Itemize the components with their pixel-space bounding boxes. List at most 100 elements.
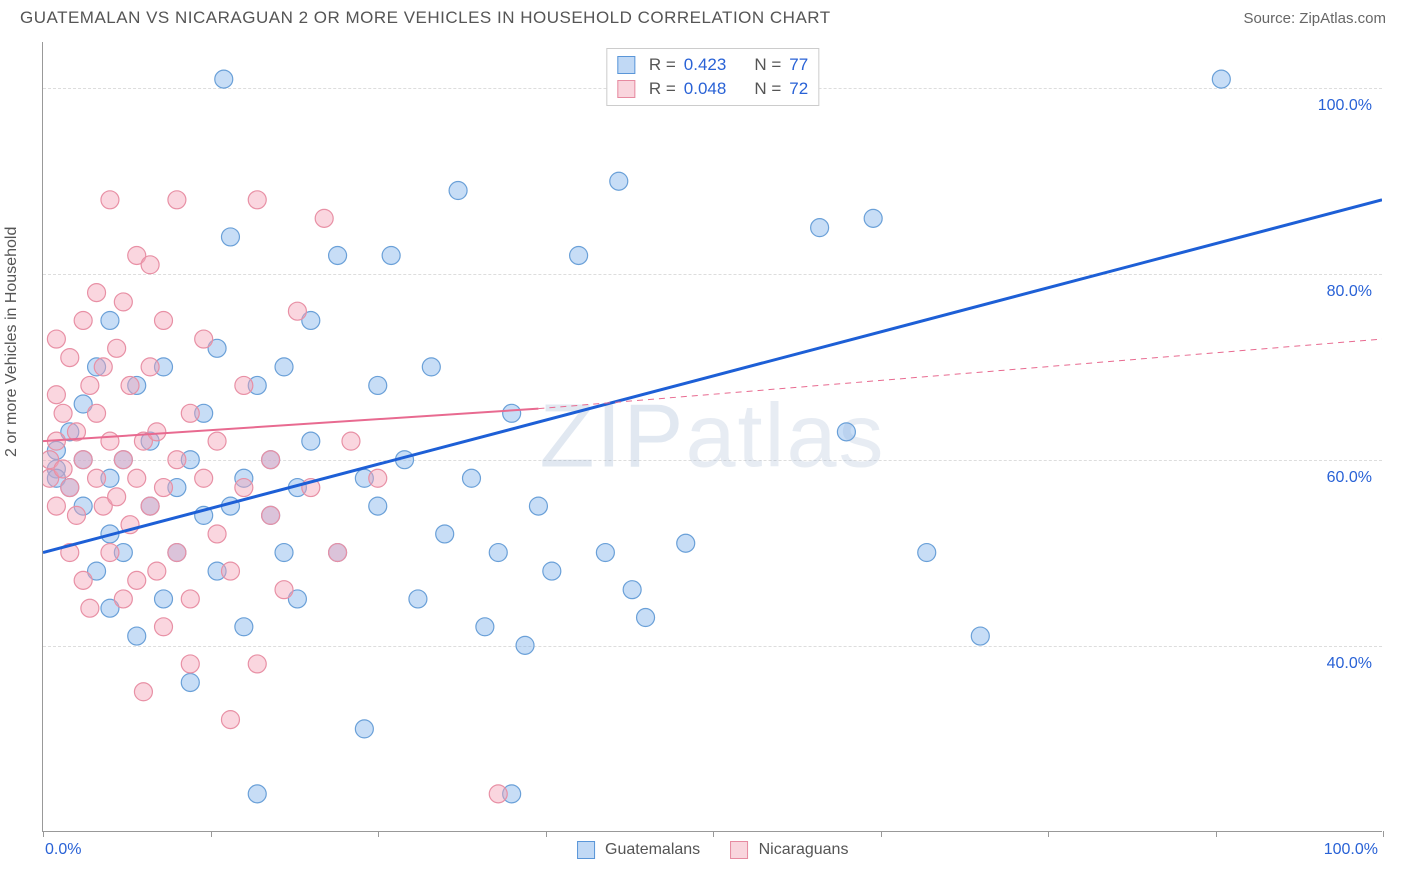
data-point [476, 618, 494, 636]
legend-stats: R = 0.423 N = 77 R = 0.048 N = 72 [606, 48, 819, 106]
data-point [74, 571, 92, 589]
data-point [529, 497, 547, 515]
swatch-pink [730, 841, 748, 859]
data-point [422, 358, 440, 376]
data-point [409, 590, 427, 608]
data-point [114, 293, 132, 311]
data-point [489, 785, 507, 803]
y-axis-label: 2 or more Vehicles in Household [3, 227, 21, 457]
data-point [248, 785, 266, 803]
data-point [114, 451, 132, 469]
data-point [971, 627, 989, 645]
data-point [369, 497, 387, 515]
x-tick-label: 0.0% [45, 841, 81, 859]
swatch-blue [577, 841, 595, 859]
data-point [837, 423, 855, 441]
data-point [88, 404, 106, 422]
data-point [141, 256, 159, 274]
data-point [114, 590, 132, 608]
data-point [168, 191, 186, 209]
data-point [462, 469, 480, 487]
legend-item: Guatemalans [577, 841, 701, 859]
data-point [864, 209, 882, 227]
data-point [54, 460, 72, 478]
x-tick-label: 100.0% [1324, 841, 1378, 859]
data-point [436, 525, 454, 543]
data-point [128, 571, 146, 589]
data-point [148, 423, 166, 441]
data-point [128, 469, 146, 487]
data-point [81, 376, 99, 394]
data-point [355, 720, 373, 738]
trend-line [43, 409, 538, 441]
data-point [155, 479, 173, 497]
plot-area: ZIPatlas R = 0.423 N = 77 R = 0.048 N = … [42, 42, 1382, 832]
swatch-blue [617, 56, 635, 74]
data-point [47, 497, 65, 515]
data-point [248, 655, 266, 673]
data-point [262, 506, 280, 524]
trend-line [538, 339, 1382, 409]
data-point [449, 182, 467, 200]
data-point [134, 683, 152, 701]
legend-series: Guatemalans Nicaraguans [577, 841, 849, 859]
data-point [248, 191, 266, 209]
data-point [677, 534, 695, 552]
data-point [101, 311, 119, 329]
data-point [101, 432, 119, 450]
data-point [181, 673, 199, 691]
data-point [302, 432, 320, 450]
data-point [610, 172, 628, 190]
data-point [369, 376, 387, 394]
data-point [101, 544, 119, 562]
data-point [74, 451, 92, 469]
data-point [382, 247, 400, 265]
data-point [811, 219, 829, 237]
legend-stats-row: R = 0.048 N = 72 [617, 77, 808, 101]
chart-title: GUATEMALAN VS NICARAGUAN 2 OR MORE VEHIC… [20, 8, 831, 28]
data-point [235, 376, 253, 394]
data-point [181, 655, 199, 673]
data-point [637, 609, 655, 627]
legend-stats-row: R = 0.423 N = 77 [617, 53, 808, 77]
data-point [148, 562, 166, 580]
data-point [141, 497, 159, 515]
data-point [1212, 70, 1230, 88]
data-point [369, 469, 387, 487]
data-point [221, 562, 239, 580]
source-label: Source: ZipAtlas.com [1243, 10, 1386, 27]
data-point [543, 562, 561, 580]
data-point [221, 228, 239, 246]
swatch-pink [617, 80, 635, 98]
data-point [47, 386, 65, 404]
data-point [329, 544, 347, 562]
header: GUATEMALAN VS NICARAGUAN 2 OR MORE VEHIC… [0, 0, 1406, 32]
data-point [61, 349, 79, 367]
data-point [329, 247, 347, 265]
data-point [128, 627, 146, 645]
data-point [47, 330, 65, 348]
data-point [181, 404, 199, 422]
data-point [61, 479, 79, 497]
data-point [168, 451, 186, 469]
data-point [262, 451, 280, 469]
data-point [181, 590, 199, 608]
data-point [54, 404, 72, 422]
data-point [155, 590, 173, 608]
plot-svg [43, 42, 1382, 831]
data-point [215, 70, 233, 88]
data-point [516, 636, 534, 654]
data-point [88, 284, 106, 302]
data-point [221, 711, 239, 729]
data-point [918, 544, 936, 562]
data-point [235, 618, 253, 636]
data-point [596, 544, 614, 562]
data-point [195, 330, 213, 348]
data-point [108, 488, 126, 506]
data-point [74, 311, 92, 329]
data-point [67, 506, 85, 524]
data-point [288, 302, 306, 320]
data-point [503, 404, 521, 422]
data-point [342, 432, 360, 450]
data-point [275, 581, 293, 599]
